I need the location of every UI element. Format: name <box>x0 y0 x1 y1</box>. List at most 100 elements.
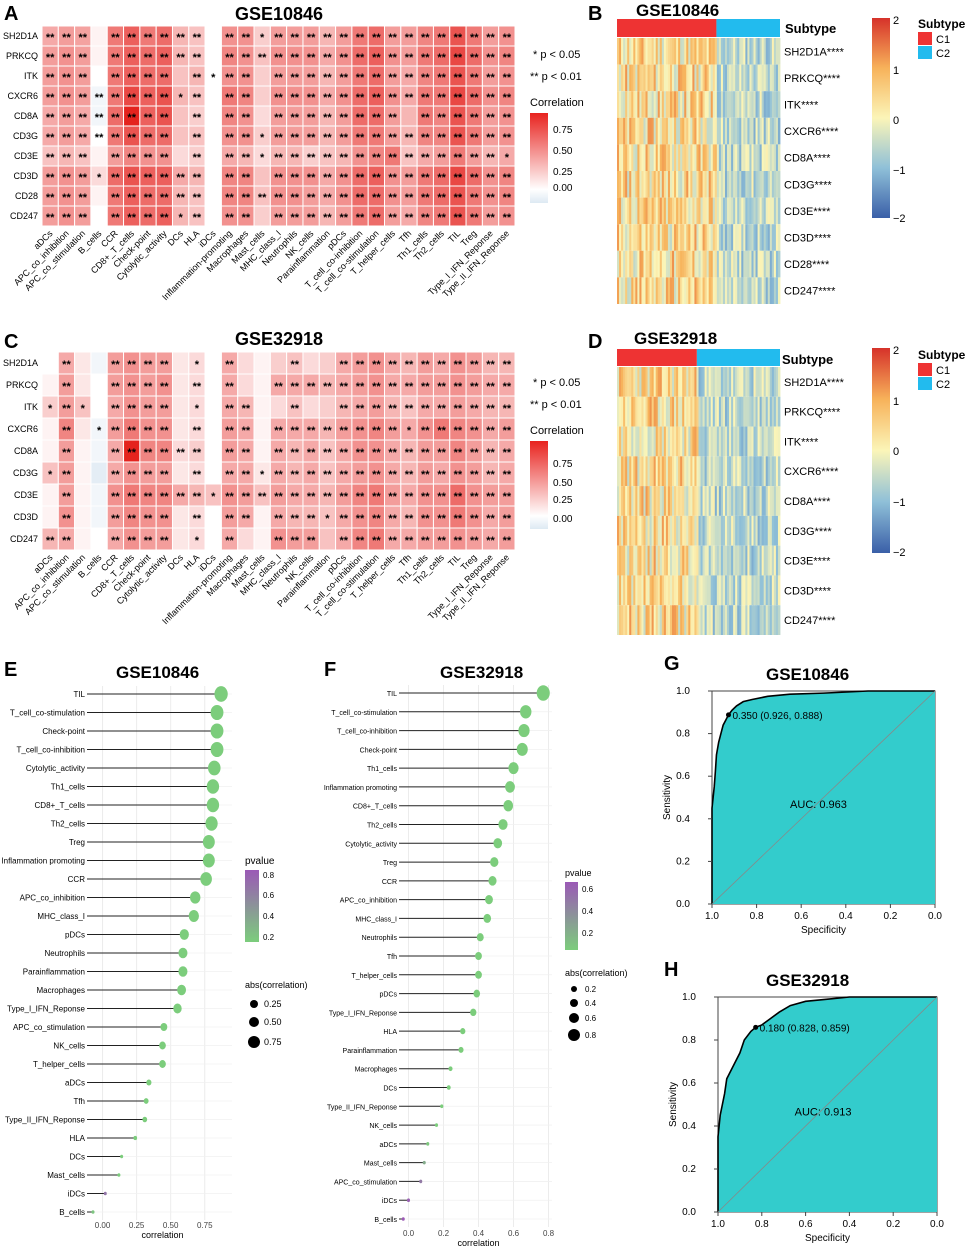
significance-mark: ** <box>62 447 71 459</box>
expression-cell <box>674 277 677 304</box>
expression-cell <box>729 38 732 65</box>
expression-cell <box>745 250 748 278</box>
significance-mark: ** <box>160 32 169 44</box>
expression-cell <box>704 426 708 457</box>
heatmap-cell <box>318 395 337 419</box>
expression-cell <box>619 171 622 198</box>
significance-mark: ** <box>486 469 495 481</box>
category-label: Th2_cells <box>51 820 85 829</box>
expression-cell <box>775 367 779 397</box>
y-axis-label: Sensitivity <box>668 1082 679 1127</box>
expression-cell <box>743 545 746 576</box>
expression-cell <box>733 545 736 576</box>
expression-cell <box>627 171 630 198</box>
expression-cell <box>661 197 665 225</box>
significance-mark: ** <box>160 491 169 503</box>
significance-mark: ** <box>470 132 479 144</box>
expression-cell <box>663 91 667 118</box>
expression-cell <box>706 426 710 457</box>
expression-cell <box>735 545 738 576</box>
significance-mark: ** <box>356 447 365 459</box>
colorbar-d-tick: 1 <box>893 396 899 408</box>
subtype-legend-d-title: Subtype <box>918 348 966 362</box>
legend-f-size-dot <box>571 986 577 992</box>
expression-cell <box>761 117 765 145</box>
annotation-label-d: Subtype <box>782 352 833 367</box>
expression-cell <box>637 38 640 65</box>
expression-cell <box>643 575 646 606</box>
expression-cell <box>627 38 630 65</box>
expression-cell <box>665 224 669 251</box>
expression-cell <box>635 224 638 251</box>
significance-mark: ** <box>437 152 446 164</box>
significance-mark: ** <box>62 491 71 503</box>
expression-cell <box>667 277 671 304</box>
expression-cell <box>759 367 763 397</box>
expression-cell <box>747 515 750 546</box>
expression-cell <box>735 144 738 171</box>
expression-cell <box>639 426 642 457</box>
expression-cell <box>702 605 706 635</box>
expression-cell <box>653 171 657 198</box>
expression-cell <box>761 575 765 606</box>
expression-cell <box>706 64 710 92</box>
expression-cell <box>629 515 632 546</box>
expression-cell <box>678 224 681 251</box>
expression-cell <box>710 605 714 635</box>
expression-cell <box>647 64 650 92</box>
expression-cell <box>753 545 756 576</box>
expression-cell <box>665 91 669 118</box>
expression-cell <box>649 144 653 171</box>
expression-cell <box>637 456 640 487</box>
legend-e-size-tick: 0.75 <box>264 1037 282 1047</box>
expression-cell <box>739 224 742 251</box>
expression-cell <box>771 144 775 171</box>
expression-cell <box>676 367 679 397</box>
expression-cell <box>729 575 732 606</box>
expression-cell <box>621 250 624 278</box>
expression-cell <box>731 575 734 606</box>
expression-cell <box>633 250 636 278</box>
expression-cell <box>684 545 687 576</box>
expression-cell <box>718 224 722 251</box>
expression-cell <box>692 250 695 278</box>
significance-mark: ** <box>78 132 87 144</box>
expression-cell <box>714 117 718 145</box>
expression-cell <box>767 277 771 304</box>
significance-mark: ** <box>421 112 430 124</box>
heatmap-cell <box>204 25 222 47</box>
expression-cell <box>688 396 691 427</box>
expression-cell <box>710 277 714 304</box>
significance-mark: ** <box>242 152 251 164</box>
expression-cell <box>743 456 746 487</box>
expression-cell <box>659 367 663 397</box>
expression-cell <box>651 171 655 198</box>
expression-cell <box>718 64 722 92</box>
heatmap-cell <box>41 439 59 463</box>
expression-cell <box>700 38 703 65</box>
expression-cell <box>643 396 646 427</box>
significance-mark: ** <box>291 52 300 64</box>
expression-cell <box>771 426 775 457</box>
expression-cell <box>631 486 634 516</box>
significance-mark: ** <box>127 212 136 224</box>
expression-cell <box>708 396 712 427</box>
expression-cell <box>706 605 710 635</box>
expression-cell <box>720 38 724 65</box>
expression-cell <box>617 575 620 606</box>
expression-cell <box>769 426 773 457</box>
expression-cell <box>676 38 679 65</box>
expression-cell <box>769 486 773 516</box>
expression-cell <box>637 367 640 397</box>
expression-cell <box>653 38 657 65</box>
expression-cell <box>771 545 775 576</box>
row-label: CD3E <box>14 490 38 500</box>
y-tick-label: 1.0 <box>676 686 690 697</box>
expression-cell <box>631 426 634 457</box>
x-axis-label: correlation <box>457 1238 499 1248</box>
expression-cell <box>617 144 620 171</box>
heatmap-cell <box>253 105 271 127</box>
expression-cell <box>769 64 773 92</box>
expression-cell <box>737 224 740 251</box>
expression-cell <box>678 250 681 278</box>
